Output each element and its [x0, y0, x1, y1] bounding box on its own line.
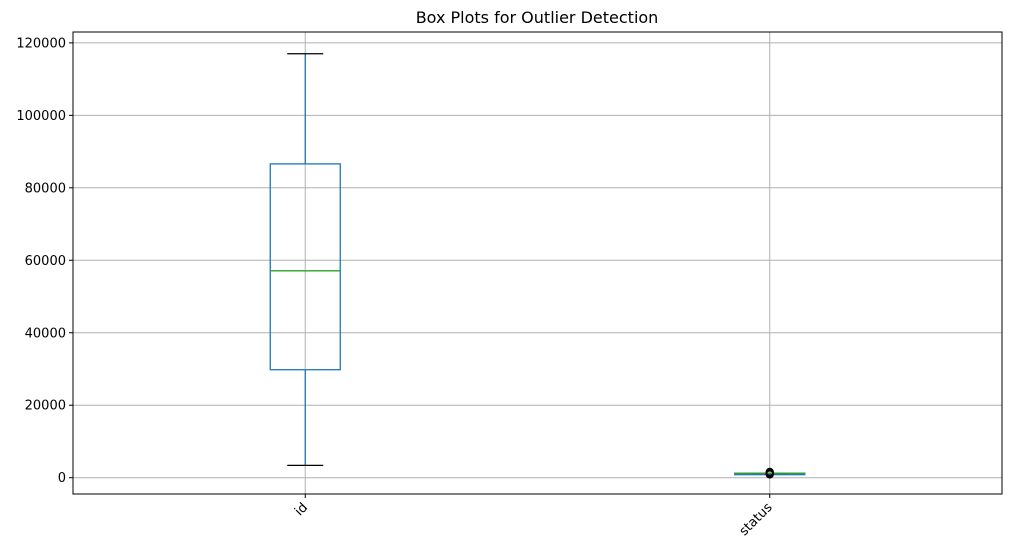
y-tick-label: 40000	[25, 326, 66, 341]
box-plot-id	[269, 53, 341, 467]
y-tick-label: 0	[58, 471, 66, 486]
iqr-box	[269, 163, 341, 371]
y-tick-label: 60000	[25, 254, 66, 269]
plot-area-frame	[72, 31, 1003, 495]
outlier-point	[765, 467, 774, 476]
x-axis-ticks: id status	[292, 494, 776, 539]
y-axis-ticks: 0 20000 40000 60000 80000 100000 120000	[16, 36, 73, 486]
y-tick-label: 20000	[25, 399, 66, 414]
x-tick-label-status: status	[737, 500, 776, 539]
y-tick-label: 120000	[16, 36, 66, 51]
y-tick-label: 80000	[25, 181, 66, 196]
box-plot-status	[734, 467, 806, 479]
x-tick-label-id: id	[292, 500, 311, 519]
box-plots	[269, 53, 806, 479]
chart-title: Box Plots for Outlier Detection	[416, 8, 659, 27]
grid-lines	[73, 32, 1002, 494]
y-tick-label: 100000	[16, 109, 66, 124]
